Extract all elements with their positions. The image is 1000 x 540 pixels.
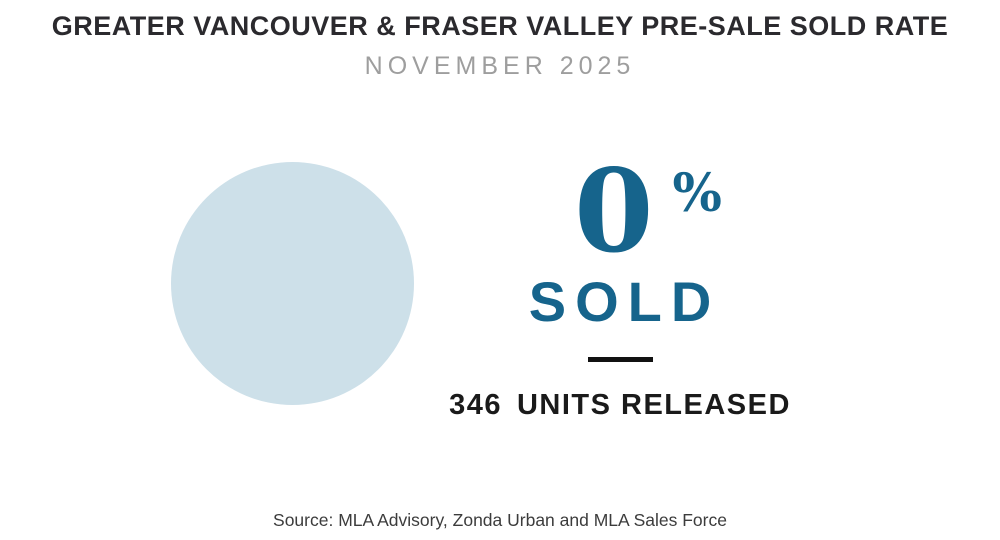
percent-sign: % (672, 163, 722, 224)
units-released-value: 346 (449, 389, 502, 421)
divider-line (588, 357, 653, 362)
sold-label: SOLD (528, 270, 721, 333)
page-title: GREATER VANCOUVER & FRASER VALLEY PRE-SA… (51, 11, 949, 41)
units-released-label: UNITS RELEASED (516, 389, 791, 421)
sold-percent-row: 0 % (468, 154, 828, 268)
units-released-row: 346 UNITS RELEASED (440, 391, 800, 420)
sold-rate-pie-circle (171, 162, 414, 405)
stats-column: 0 % SOLD 346 UNITS RELEASED (440, 0, 800, 540)
sold-percent-value: 0 (574, 144, 654, 278)
page-subtitle: NOVEMBER 2025 (364, 52, 636, 80)
source-note: Source: MLA Advisory, Zonda Urban and ML… (273, 510, 727, 530)
